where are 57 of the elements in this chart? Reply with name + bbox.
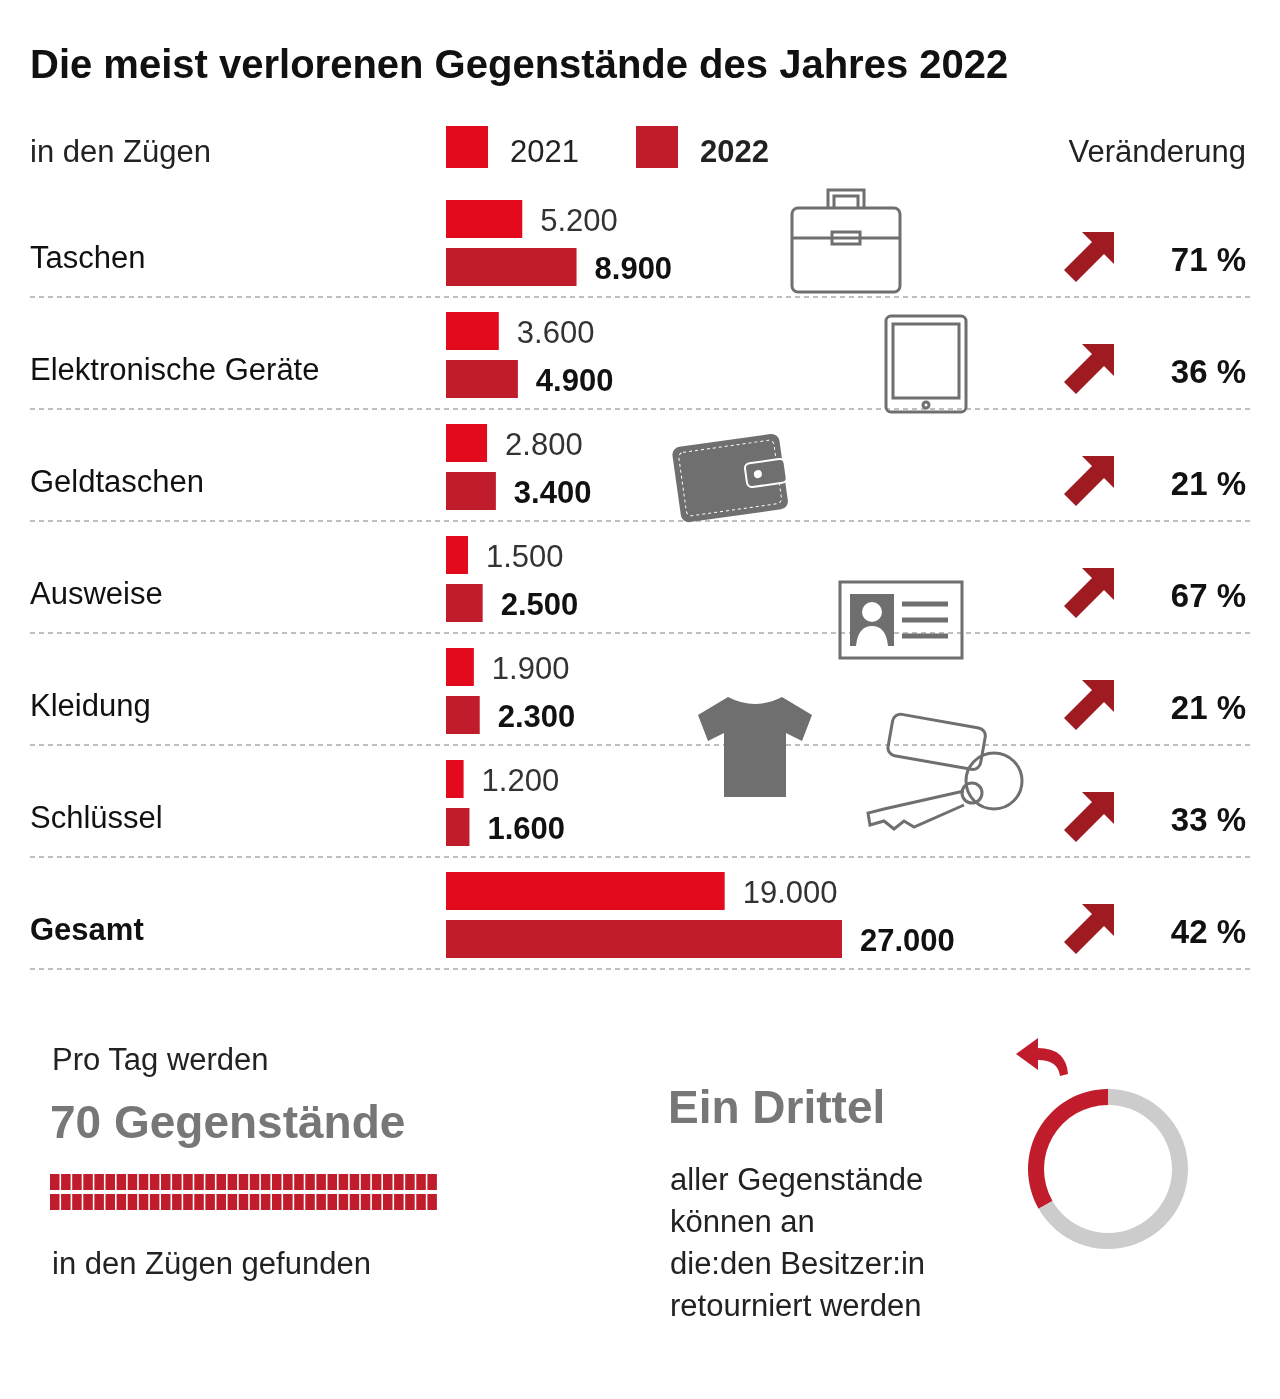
data-label: 3.400 [513,475,592,510]
y-tick-label: Taschen [30,240,146,275]
bar [446,872,725,910]
data-label: 2.500 [500,587,579,622]
text: in den Zügen [30,134,211,169]
text: Pro Tag werden [52,1042,269,1077]
text: können an [670,1204,815,1239]
legend-label: 2021 [510,134,579,169]
text: aller Gegenstände [670,1162,924,1197]
data-label: 4.900 [535,363,614,398]
data-label: 1.600 [487,811,566,846]
data-label: 19.000 [742,875,838,910]
text: 33 % [1170,801,1246,838]
y-tick-label: Gesamt [30,912,144,947]
text: 36 % [1170,353,1246,390]
bar [446,360,518,398]
data-label: 8.900 [594,251,673,286]
data-label: 5.200 [540,203,618,238]
y-tick-label: Ausweise [30,576,163,611]
bar [446,696,480,734]
bar [446,424,488,462]
chart-title: Ein Drittel [668,1081,886,1133]
bar [446,648,474,686]
data-label: 3.600 [516,315,595,350]
data-label: 2.800 [505,427,583,462]
data-label: 1.200 [481,763,560,798]
y-tick-label: Schlüssel [30,800,163,835]
legend-label: 2022 [700,134,769,169]
text: die:den Besitzer:in [670,1246,926,1281]
bar [446,584,483,622]
bar [446,808,470,846]
bar [446,200,523,238]
donut-slice [1028,1089,1108,1209]
y-tick-label: Kleidung [30,688,151,723]
text: 21 % [1170,465,1246,502]
y-tick-label: Elektronische Geräte [30,352,320,387]
y-tick-label: Geldtaschen [30,464,205,499]
text: 21 % [1170,689,1246,726]
bar [446,920,842,958]
text: 70 Gegenstände [50,1096,406,1148]
text: 71 % [1170,241,1246,278]
bar [446,472,496,510]
bar [446,760,464,798]
bar [446,248,577,286]
text: 67 % [1170,577,1246,614]
text: in den Zügen gefunden [52,1246,371,1281]
data-label: 27.000 [860,923,955,958]
chart-title: Die meist verlorenen Gegenstände des Jahres 2022 [30,42,1009,86]
text: Veränderung [1068,134,1246,169]
donut-slice [1038,1089,1188,1249]
bar [446,536,468,574]
bar [446,312,499,350]
text: 42 % [1170,913,1246,950]
data-label: 1.500 [486,539,564,574]
data-label: 1.900 [491,651,570,686]
data-label: 2.300 [497,699,576,734]
text: retourniert werden [670,1288,922,1323]
